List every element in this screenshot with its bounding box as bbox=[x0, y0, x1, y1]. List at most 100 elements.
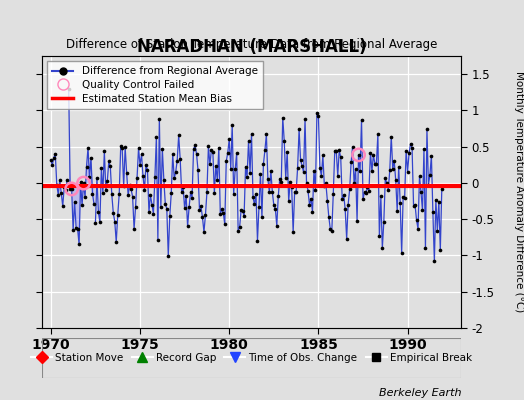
Point bbox=[130, 226, 138, 232]
Point bbox=[124, 192, 133, 198]
Point bbox=[209, 149, 217, 155]
Point bbox=[293, 164, 302, 171]
Point bbox=[170, 175, 178, 182]
Point bbox=[103, 178, 112, 184]
Point bbox=[408, 144, 416, 151]
Point bbox=[191, 142, 199, 148]
Point bbox=[387, 133, 396, 140]
Point bbox=[226, 166, 235, 172]
Point bbox=[169, 151, 177, 158]
Point bbox=[383, 180, 391, 186]
Point bbox=[368, 168, 376, 174]
Point bbox=[59, 203, 67, 209]
Point bbox=[301, 116, 309, 122]
Point bbox=[308, 208, 316, 215]
Point bbox=[320, 183, 329, 189]
Point bbox=[329, 190, 337, 197]
Point bbox=[119, 183, 128, 189]
Point bbox=[253, 237, 261, 244]
Point bbox=[314, 113, 323, 120]
Point bbox=[352, 166, 360, 172]
Point bbox=[396, 200, 405, 206]
Point bbox=[192, 151, 201, 157]
Point bbox=[316, 164, 324, 171]
Point bbox=[405, 150, 413, 156]
Point bbox=[250, 201, 259, 208]
Point bbox=[52, 182, 61, 188]
Point bbox=[279, 114, 287, 121]
Point bbox=[61, 186, 70, 193]
Point bbox=[57, 190, 66, 196]
Point bbox=[438, 186, 446, 192]
Point bbox=[403, 168, 412, 175]
Point bbox=[111, 218, 119, 225]
Point bbox=[362, 189, 370, 196]
Point bbox=[96, 219, 104, 225]
Point bbox=[265, 189, 274, 195]
Point bbox=[107, 191, 116, 198]
Point bbox=[256, 171, 265, 177]
Point bbox=[84, 145, 92, 151]
Point bbox=[280, 138, 288, 144]
Point bbox=[310, 168, 318, 174]
Point bbox=[247, 131, 256, 137]
Point bbox=[421, 245, 430, 252]
Point bbox=[359, 196, 367, 202]
Point bbox=[261, 147, 269, 153]
Point bbox=[353, 218, 361, 224]
Point bbox=[386, 167, 394, 173]
Point bbox=[70, 199, 79, 205]
Point bbox=[243, 174, 251, 180]
Point bbox=[242, 163, 250, 170]
Point bbox=[398, 250, 406, 256]
Point bbox=[66, 186, 74, 192]
Point bbox=[335, 147, 343, 154]
Point bbox=[90, 201, 98, 207]
Point bbox=[249, 194, 257, 200]
Point bbox=[155, 115, 163, 122]
Point bbox=[185, 204, 193, 210]
Point bbox=[100, 148, 108, 154]
Point bbox=[322, 180, 330, 187]
Point bbox=[219, 210, 227, 216]
Point bbox=[411, 202, 419, 208]
Point bbox=[128, 194, 137, 200]
Point bbox=[178, 189, 186, 195]
Point bbox=[99, 190, 107, 196]
Point bbox=[161, 201, 169, 207]
Point bbox=[326, 226, 334, 232]
Point bbox=[157, 204, 165, 210]
Point bbox=[162, 205, 171, 212]
Point bbox=[344, 202, 352, 208]
Legend: Difference from Regional Average, Quality Control Failed, Estimated Station Mean: Difference from Regional Average, Qualit… bbox=[47, 61, 263, 109]
Point bbox=[350, 180, 358, 187]
Point bbox=[384, 187, 392, 193]
Point bbox=[436, 247, 444, 254]
Point bbox=[270, 202, 278, 208]
Point bbox=[298, 162, 306, 169]
Point bbox=[179, 184, 188, 191]
Point bbox=[231, 166, 239, 173]
Point bbox=[299, 169, 308, 175]
Point bbox=[182, 193, 190, 199]
Point bbox=[276, 175, 284, 182]
Point bbox=[68, 186, 76, 192]
Point bbox=[414, 226, 422, 232]
Point bbox=[200, 229, 208, 235]
Point bbox=[114, 212, 122, 218]
Point bbox=[213, 177, 222, 183]
Point bbox=[176, 156, 184, 162]
Point bbox=[286, 179, 294, 185]
Point bbox=[345, 186, 354, 192]
Point bbox=[354, 152, 363, 158]
Point bbox=[87, 154, 95, 161]
Point bbox=[393, 208, 401, 214]
Text: Difference of Station Temperature Data from Regional Average: Difference of Station Temperature Data f… bbox=[66, 38, 437, 50]
Point bbox=[409, 202, 418, 209]
Point bbox=[69, 227, 78, 233]
Point bbox=[148, 201, 156, 208]
Point bbox=[289, 229, 297, 236]
Point bbox=[424, 182, 433, 188]
Point bbox=[207, 147, 215, 154]
Point bbox=[174, 132, 183, 138]
